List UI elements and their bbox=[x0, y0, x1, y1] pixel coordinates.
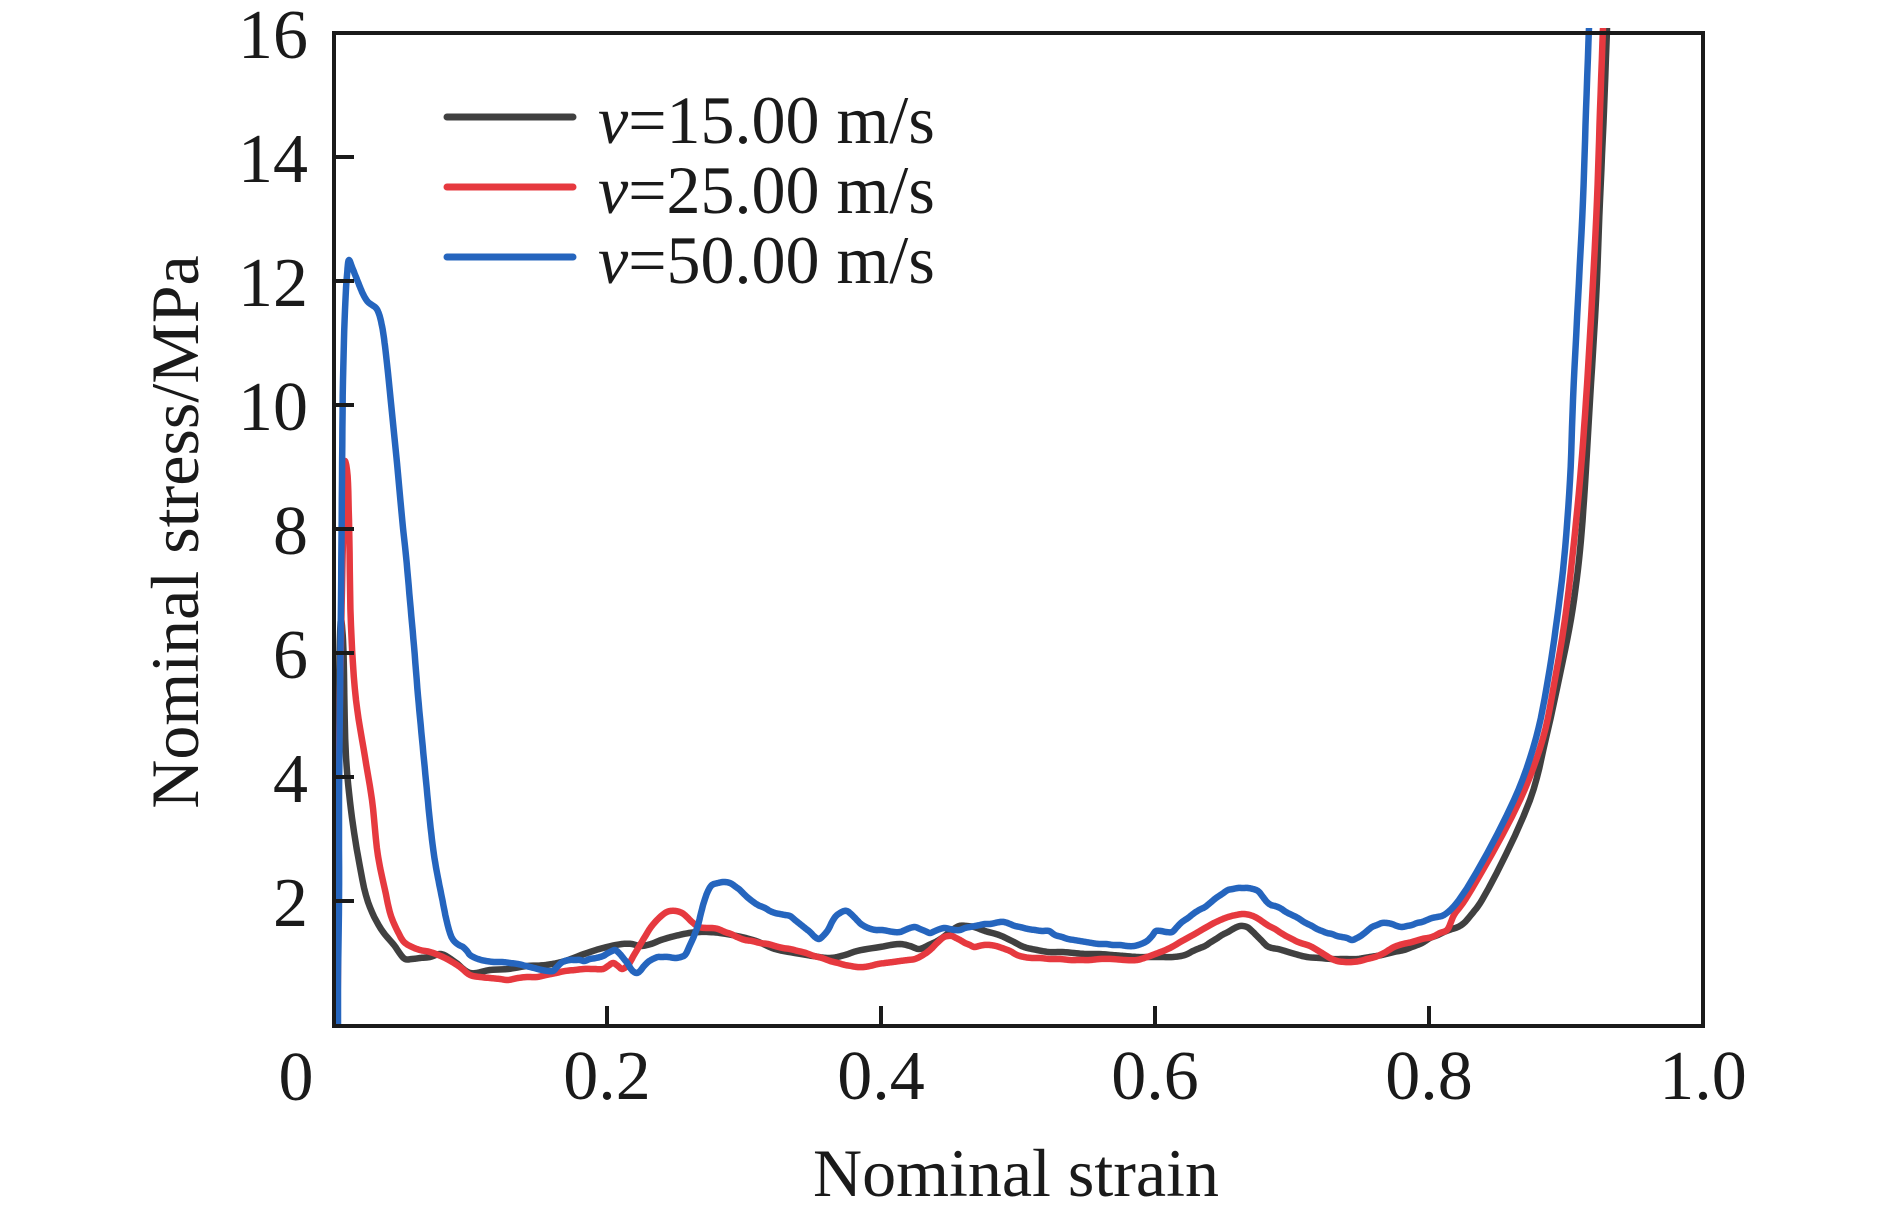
svg-text:0.6: 0.6 bbox=[1111, 1038, 1199, 1115]
svg-text:14: 14 bbox=[238, 121, 308, 198]
svg-text:Nominal strain: Nominal strain bbox=[813, 1135, 1219, 1211]
svg-text:0: 0 bbox=[279, 1039, 314, 1116]
svg-text:v=50.00 m/s: v=50.00 m/s bbox=[598, 222, 935, 298]
svg-text:v=15.00 m/s: v=15.00 m/s bbox=[598, 82, 935, 158]
svg-text:0.8: 0.8 bbox=[1385, 1038, 1473, 1115]
svg-text:8: 8 bbox=[273, 493, 308, 570]
svg-text:16: 16 bbox=[238, 0, 308, 74]
svg-text:10: 10 bbox=[238, 369, 308, 446]
svg-text:6: 6 bbox=[273, 617, 308, 694]
svg-text:2: 2 bbox=[273, 865, 308, 942]
svg-text:0.2: 0.2 bbox=[563, 1038, 651, 1115]
svg-text:v=25.00 m/s: v=25.00 m/s bbox=[598, 152, 935, 228]
svg-text:12: 12 bbox=[238, 245, 308, 322]
svg-text:Nominal stress/MPa: Nominal stress/MPa bbox=[137, 255, 213, 808]
svg-text:4: 4 bbox=[273, 741, 308, 818]
svg-text:1.0: 1.0 bbox=[1659, 1038, 1747, 1115]
svg-text:0.4: 0.4 bbox=[837, 1038, 925, 1115]
